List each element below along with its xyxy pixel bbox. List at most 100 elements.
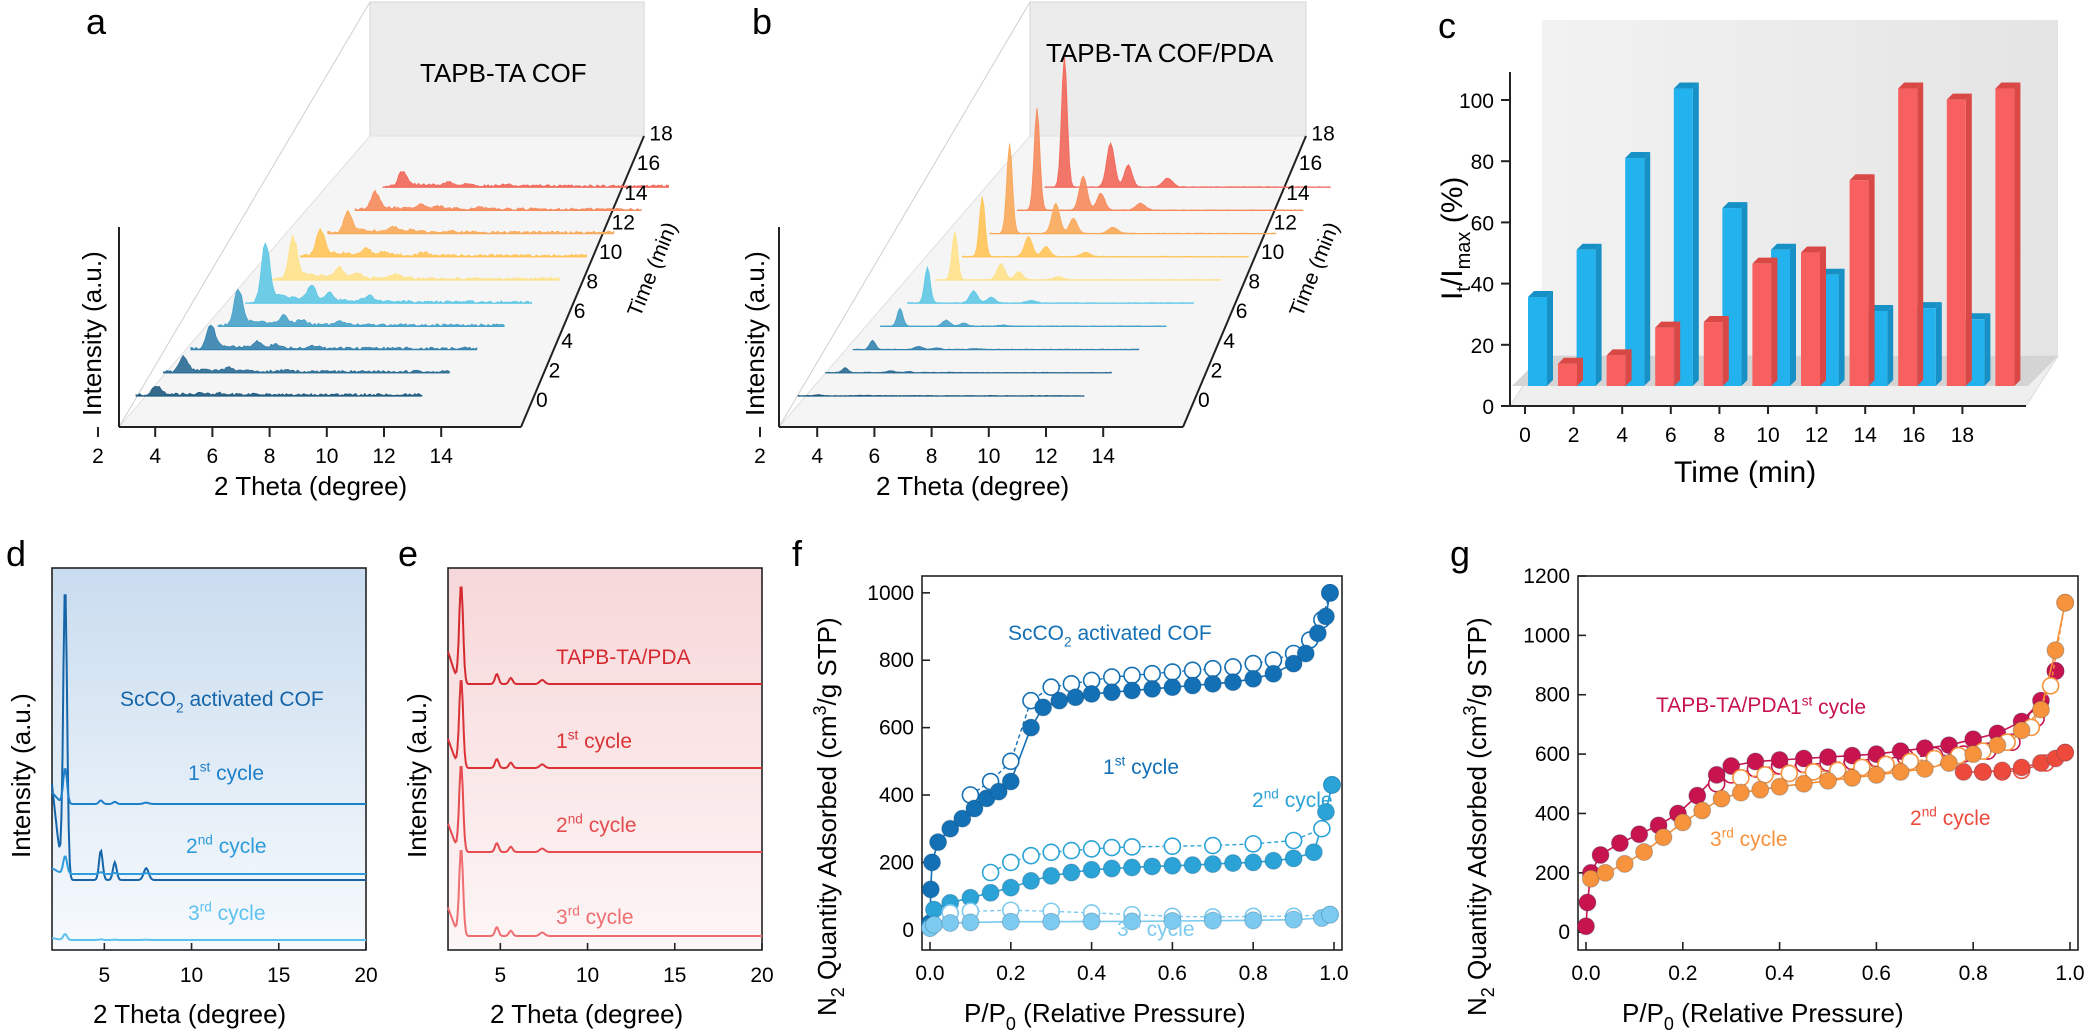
panel-g-x-sub: 0	[1664, 1014, 1674, 1034]
adsorption-point	[981, 883, 1000, 902]
x-tick-label: 16	[1902, 424, 1925, 447]
adsorption-point	[1062, 863, 1081, 882]
adsorption-point	[1316, 802, 1335, 821]
adsorption-point	[1964, 745, 1983, 764]
adsorption-point	[1591, 846, 1610, 865]
panel-g-y-c: /g STP)	[1462, 617, 1492, 705]
x-tick-label: 10	[180, 964, 203, 987]
cycle-label-0-part: 1	[1790, 696, 1802, 719]
x-tick-label: 12	[1805, 424, 1828, 447]
adsorption-point	[1183, 676, 1202, 695]
adsorption-point	[1034, 698, 1053, 717]
z-tick-label: 18	[649, 123, 672, 146]
chart-title: ScCO2 activated COF	[1008, 622, 1212, 649]
adsorption-point	[2012, 758, 2031, 777]
x-tick-label: 0.2	[1668, 962, 1697, 985]
desorption-point	[1313, 819, 1331, 838]
cycle-label-2-part: rd	[1129, 916, 1141, 931]
cycle-label-1-part: cycle	[1937, 807, 1991, 830]
bar-top	[1606, 349, 1632, 356]
panel-f-y-axis-title: N2 Quantity Adsorbed (cm3/g STP)	[810, 617, 848, 1016]
desorption-point	[1901, 752, 1920, 771]
panel-f-y-a: N	[812, 997, 842, 1016]
bar-top	[1849, 174, 1875, 181]
x-tick-label: 8	[926, 445, 938, 468]
z-tick-label: 12	[612, 211, 635, 234]
x-tick-label: 0.6	[1862, 962, 1891, 985]
z-tick-label: 18	[1311, 123, 1334, 146]
desorption-point	[1204, 659, 1222, 678]
adsorption-point	[953, 809, 972, 828]
adsorption-point	[1819, 748, 1837, 767]
bar-top	[1752, 257, 1778, 264]
bar-top	[1946, 93, 1972, 100]
x-tick-label: 15	[663, 964, 686, 987]
panel-f-x-rest: (Relative Pressure)	[1016, 998, 1246, 1028]
adsorption-point	[1630, 825, 1649, 844]
xrd-trace-2	[447, 766, 762, 853]
waterfall-trace-t16	[354, 189, 642, 211]
adsorption-point	[1915, 759, 1934, 778]
y-tick-label: 400	[1535, 802, 1570, 825]
adsorption-point	[1082, 860, 1101, 879]
panel-b-back-wall	[1029, 1, 1307, 137]
trace-label-3: 3rd cycle	[188, 900, 266, 925]
panel-f-y-sup: 3	[810, 706, 830, 716]
xrd-trace-2	[51, 855, 366, 875]
adsorption-point	[1264, 664, 1283, 683]
adsorption-point	[1770, 777, 1789, 796]
bar-side	[1868, 174, 1875, 386]
bar-side	[1935, 302, 1942, 386]
chart-title-part: ScCO	[1008, 622, 1064, 645]
adsorption-point	[1001, 912, 1020, 931]
panel-c-y-mid: /I	[1436, 269, 1469, 286]
bar-t8-series1	[1752, 263, 1772, 386]
desorption-point	[1103, 838, 1121, 857]
adsorption-point	[1973, 762, 1992, 781]
cycle-label-0-part: 1	[1103, 756, 1115, 779]
trace-label-1-part: st	[568, 728, 579, 743]
x-tick-label: 2	[1568, 424, 1580, 447]
x-tick-label: 2	[754, 445, 766, 468]
z-tick-label: 12	[1274, 211, 1297, 234]
panel-letter-b: b	[752, 1, 772, 42]
z-tick-label: 4	[561, 330, 573, 353]
cycle-label-2: 3rd cycle	[1117, 916, 1195, 941]
panel-a-floor	[117, 135, 645, 428]
bar-side	[1644, 152, 1651, 386]
adsorption-point	[2031, 700, 2050, 719]
x-tick-label: 1.0	[1319, 962, 1348, 985]
desorption-point	[1244, 654, 1262, 673]
x-tick-label: 10	[977, 445, 1000, 468]
bar-top	[1703, 316, 1729, 323]
desorption-point	[1204, 836, 1222, 855]
bar-top	[1625, 152, 1651, 159]
panel-e-x-axis-title: 2 Theta (degree)	[490, 999, 683, 1029]
adsorption-point	[1264, 851, 1283, 870]
y-tick-label: 1000	[1523, 624, 1570, 647]
bar-t6-series0	[1673, 88, 1693, 386]
adsorption-point	[1203, 674, 1222, 693]
desorption-point	[1123, 838, 1141, 856]
y-tick-label: 60	[1471, 212, 1494, 235]
adsorption-point	[1712, 789, 1731, 808]
panel-b-y-axis-title: Intensity (a.u.)	[740, 251, 770, 416]
bar-side	[1984, 313, 1991, 386]
adsorption-point	[1224, 673, 1242, 692]
desorption-point	[1143, 664, 1161, 683]
trace-label-0-part: activated COF	[184, 688, 324, 711]
x-tick-label: 0.4	[1077, 962, 1107, 985]
adsorption-point	[2012, 721, 2031, 740]
desorption-point	[981, 863, 1000, 882]
adsorption-point	[1050, 691, 1069, 710]
cycle-label-0-part: st	[1802, 694, 1813, 709]
z-tick-label: 6	[574, 300, 586, 323]
y-tick-label: 800	[879, 649, 914, 672]
bar-top	[1576, 243, 1602, 250]
chart-title-part: 2	[1064, 634, 1072, 649]
adsorption-point	[925, 915, 944, 934]
x-tick-label: 0.4	[1765, 962, 1795, 985]
adsorption-point	[1143, 857, 1162, 876]
waterfall-trace-t0	[135, 385, 423, 397]
